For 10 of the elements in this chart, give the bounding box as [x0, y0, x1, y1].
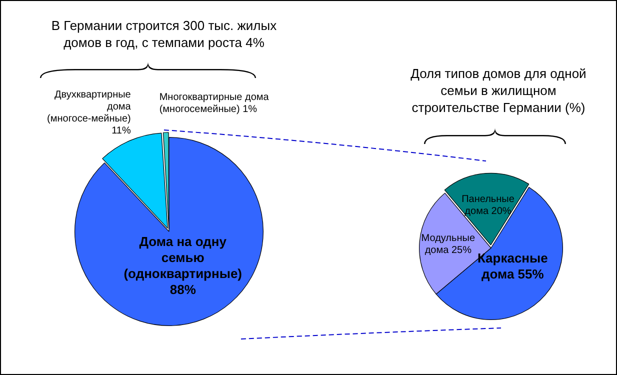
- chart-title: Доля типов домов для одной семьи в жилищном строительстве Германии (%): [410, 65, 588, 116]
- slice-label: Двухквартирные дома (многосе-мейные): [47, 90, 132, 125]
- data-label: 88%: [170, 282, 196, 298]
- slice-label: Панельные дома 20%: [462, 194, 515, 217]
- chart-title: В Германии строится 300 тыс. жилых домов в год, с темпами роста 4%: [50, 17, 278, 51]
- slice-label: Дома на одну семью (одноквартирные): [124, 234, 242, 282]
- slice-label: Многоквартирные дома (многосемейные) 1%: [159, 92, 270, 116]
- data-label: 11%: [112, 126, 131, 137]
- slice-label: Модульные дома 25%: [421, 233, 476, 256]
- slice-label: Каркасные дома 55%: [477, 250, 548, 282]
